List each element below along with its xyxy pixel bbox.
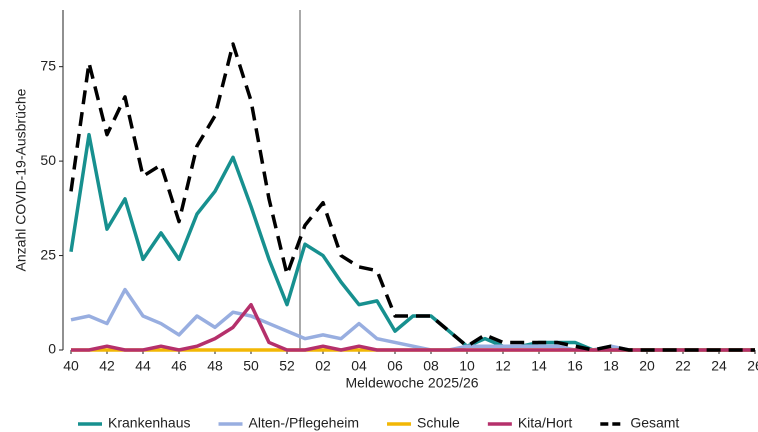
x-tick-label: 24: [711, 358, 727, 374]
y-tick-label: 75: [40, 57, 56, 73]
legend-label: Gesamt: [630, 415, 679, 431]
legend-label: Alten-/Pflegeheim: [249, 415, 360, 431]
x-tick-label: 18: [603, 358, 619, 374]
x-tick-label: 26: [747, 358, 758, 374]
x-tick-label: 50: [243, 358, 259, 374]
x-axis-title: Meldewoche 2025/26: [345, 375, 478, 391]
x-tick-label: 40: [63, 358, 79, 374]
y-axis-title: Anzahl COVID-19-Ausbrüche: [13, 88, 29, 271]
legend-label: Krankenhaus: [108, 415, 191, 431]
x-tick-label: 04: [351, 358, 367, 374]
x-tick-label: 44: [135, 358, 151, 374]
x-tick-label: 16: [567, 358, 583, 374]
series-line: [69, 132, 755, 352]
x-tick-label: 22: [675, 358, 691, 374]
x-tick-label: 42: [99, 358, 115, 374]
x-tick-label: 08: [423, 358, 439, 374]
y-tick-label: 0: [48, 341, 56, 357]
x-tick-label: 12: [495, 358, 511, 374]
series-line: [71, 302, 755, 352]
x-tick-label: 10: [459, 358, 475, 374]
y-tick-label: 25: [40, 246, 56, 262]
x-tick-label: 48: [207, 358, 223, 374]
series-line: [69, 42, 755, 352]
series-line: [70, 287, 755, 352]
y-tick-label: 50: [40, 152, 56, 168]
x-tick-label: 02: [315, 358, 331, 374]
x-tick-label: 52: [279, 358, 295, 374]
legend-label: Schule: [417, 415, 460, 431]
x-tick-label: 06: [387, 358, 403, 374]
x-tick-label: 20: [639, 358, 655, 374]
legend-label: Kita/Hort: [518, 415, 573, 431]
x-tick-label: 14: [531, 358, 547, 374]
x-tick-label: 46: [171, 358, 187, 374]
